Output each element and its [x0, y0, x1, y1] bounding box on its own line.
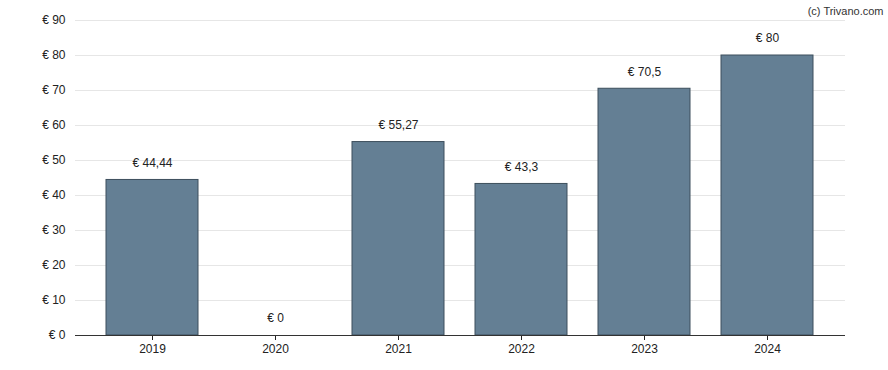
- svg-text:€ 55,27: € 55,27: [378, 118, 418, 132]
- svg-text:€ 80: € 80: [42, 48, 66, 62]
- svg-text:€ 10: € 10: [42, 293, 66, 307]
- svg-text:€ 0: € 0: [49, 328, 66, 342]
- svg-text:2020: 2020: [262, 342, 289, 356]
- svg-text:€ 40: € 40: [42, 188, 66, 202]
- svg-text:€ 20: € 20: [42, 258, 66, 272]
- svg-text:(c) Trivano.com: (c) Trivano.com: [808, 5, 884, 17]
- svg-text:2022: 2022: [508, 342, 535, 356]
- svg-text:€ 44,44: € 44,44: [132, 156, 172, 170]
- svg-text:2019: 2019: [139, 342, 166, 356]
- svg-text:€ 70: € 70: [42, 83, 66, 97]
- svg-text:€ 80: € 80: [756, 31, 780, 45]
- svg-text:€ 30: € 30: [42, 223, 66, 237]
- svg-text:€ 0: € 0: [267, 311, 284, 325]
- svg-text:2021: 2021: [385, 342, 412, 356]
- svg-text:€ 43,3: € 43,3: [505, 160, 539, 174]
- svg-text:2023: 2023: [631, 342, 658, 356]
- svg-text:€ 50: € 50: [42, 153, 66, 167]
- svg-text:2024: 2024: [754, 342, 781, 356]
- svg-text:€ 60: € 60: [42, 118, 66, 132]
- svg-text:€ 70,5: € 70,5: [628, 65, 662, 79]
- svg-text:€ 90: € 90: [42, 13, 66, 27]
